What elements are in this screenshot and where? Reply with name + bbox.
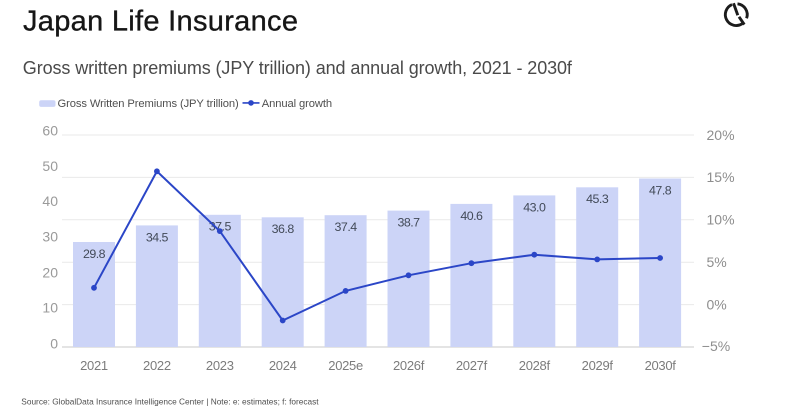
svg-text:37.5: 37.5: [209, 220, 232, 234]
svg-text:2029f: 2029f: [582, 358, 614, 373]
svg-text:47.8: 47.8: [649, 183, 672, 197]
svg-text:2027f: 2027f: [456, 358, 488, 373]
svg-text:Source: GlobalData Insurance I: Source: GlobalData Insurance Intelligenc…: [21, 397, 319, 407]
svg-text:45.3: 45.3: [586, 192, 609, 206]
svg-text:40.6: 40.6: [460, 209, 483, 223]
svg-text:43.0: 43.0: [523, 200, 546, 214]
svg-text:29.8: 29.8: [83, 247, 106, 261]
svg-text:0%: 0%: [707, 296, 727, 312]
svg-text:40: 40: [42, 193, 58, 209]
svg-text:Japan Life Insurance: Japan Life Insurance: [23, 6, 298, 38]
svg-text:37.4: 37.4: [335, 220, 358, 234]
svg-text:Annual growth: Annual growth: [262, 98, 332, 110]
svg-text:2021: 2021: [80, 358, 108, 373]
svg-text:2030f: 2030f: [645, 358, 677, 373]
svg-text:2026f: 2026f: [393, 358, 425, 373]
svg-text:Gross written premiums (JPY tr: Gross written premiums (JPY trillion) an…: [23, 58, 573, 78]
svg-text:−5%: −5%: [702, 338, 730, 354]
svg-text:15%: 15%: [707, 169, 735, 185]
svg-text:2025e: 2025e: [328, 358, 363, 373]
svg-text:36.8: 36.8: [272, 222, 295, 236]
svg-text:10%: 10%: [707, 212, 735, 228]
svg-text:2023: 2023: [206, 358, 234, 373]
svg-text:38.7: 38.7: [397, 216, 420, 230]
svg-text:2028f: 2028f: [519, 358, 551, 373]
svg-text:20: 20: [42, 264, 58, 280]
svg-text:34.5: 34.5: [146, 230, 169, 244]
svg-text:20%: 20%: [707, 127, 735, 143]
svg-text:2022: 2022: [143, 358, 171, 373]
svg-text:60: 60: [42, 122, 58, 138]
svg-text:10: 10: [42, 300, 58, 316]
svg-text:5%: 5%: [707, 254, 727, 270]
svg-text:2024: 2024: [269, 358, 297, 373]
svg-text:50: 50: [42, 158, 58, 174]
svg-text:0: 0: [50, 336, 58, 352]
svg-text:30: 30: [42, 229, 58, 245]
svg-text:Gross Written Premiums (JPY tr: Gross Written Premiums (JPY trillion): [58, 98, 240, 110]
